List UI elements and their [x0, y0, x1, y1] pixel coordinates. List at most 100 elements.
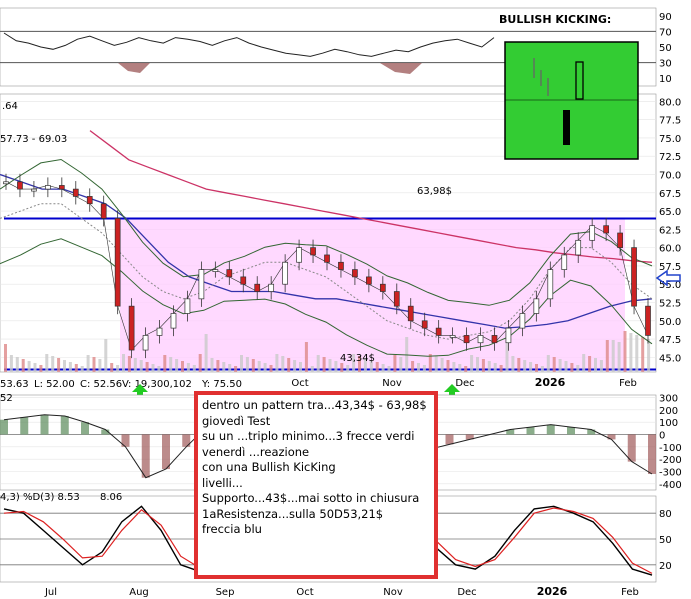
y-tick-label: 10	[659, 74, 672, 85]
volume-bar	[181, 361, 184, 372]
macd-bar	[627, 434, 636, 462]
bollinger-lower	[0, 238, 653, 357]
note-line: 1aResistenza...sulla 50D53,21$	[202, 506, 384, 521]
y-tick-label: 70.0	[659, 170, 681, 181]
volume-bar	[352, 354, 356, 372]
macd-bar	[40, 414, 49, 435]
candle-body	[561, 254, 568, 270]
candle-body	[240, 276, 247, 285]
macd-bar	[648, 434, 656, 474]
note-line: Supporto...43$...mai sotto in chiusura	[202, 491, 420, 505]
volume-bar	[411, 361, 415, 372]
inset-candle-black	[563, 110, 570, 145]
candle-body	[100, 203, 107, 219]
y-tick-label: 60.0	[659, 244, 681, 255]
volume-bar	[251, 359, 255, 372]
macd-bar	[465, 434, 474, 440]
candle-body	[45, 185, 51, 190]
candle-body	[324, 254, 330, 263]
x-tick-label: Jul	[44, 587, 57, 598]
x-tick-label: Aug	[129, 587, 149, 598]
y-tick-label: 100	[659, 418, 678, 429]
volume-bar	[216, 360, 220, 372]
volume-bar	[363, 358, 367, 372]
y-tick-label: 200	[659, 406, 678, 417]
macd-bar	[546, 424, 555, 435]
volume-bar	[582, 354, 586, 372]
volume-bar	[358, 356, 361, 372]
volume-bar	[470, 355, 474, 372]
y-tick-label: 62.5	[659, 225, 681, 236]
volume-bar	[169, 357, 173, 372]
annotation-resistance-label: 63,98$	[417, 186, 452, 197]
note-line: venerdì ...reazione	[202, 444, 310, 459]
volume-bar	[304, 342, 308, 372]
volume-bar	[133, 358, 137, 372]
candle-body	[86, 196, 93, 205]
macd-bar	[567, 427, 575, 435]
candle-body	[421, 320, 428, 329]
volume-bar	[523, 360, 527, 372]
x-tick-label: 2026	[537, 585, 568, 598]
oversold-area	[380, 63, 422, 74]
volume-bar	[68, 362, 72, 372]
candle-body	[31, 188, 37, 192]
x-tick-label: Nov	[382, 378, 402, 389]
candle-body	[379, 283, 386, 292]
x-tick-label: Oct	[296, 587, 313, 598]
volume-bar	[222, 362, 226, 372]
volume-bar	[98, 359, 102, 372]
volume-bar	[422, 365, 426, 372]
volume-bar	[310, 366, 314, 372]
macd-bar	[162, 434, 170, 470]
macd-bar	[60, 415, 69, 435]
macd-bar	[445, 434, 454, 445]
candle-body	[533, 298, 540, 314]
x-tick-label: Dec	[457, 587, 476, 598]
candle-body	[170, 313, 177, 329]
candle-body	[58, 185, 65, 190]
y-tick-label: 30	[659, 59, 672, 70]
candle-body	[463, 335, 470, 344]
y-tick-label: 0	[659, 430, 665, 441]
candle-body	[72, 188, 79, 197]
macd-bar	[506, 429, 515, 435]
volume-bar	[269, 365, 273, 372]
volume-bar	[641, 337, 645, 372]
candle-body	[212, 269, 219, 272]
y-tick-label: 65.0	[659, 207, 681, 218]
ma50-line	[0, 173, 653, 329]
volume-bar	[375, 362, 379, 372]
volume-bar	[387, 366, 391, 372]
volume-bar	[464, 366, 468, 372]
candle-body	[254, 283, 261, 292]
annotation-note: dentro un pattern tra...43,34$ - 63,98$ …	[194, 391, 438, 579]
volume-bar	[210, 358, 214, 372]
volume-bar	[540, 366, 544, 372]
volume-bar	[275, 354, 279, 372]
y-tick-label: -400	[659, 480, 682, 491]
status-value: 53.63	[0, 379, 29, 390]
y-tick-label: 52.5	[659, 299, 681, 310]
volume-bar	[322, 357, 326, 372]
candle-body	[645, 305, 651, 336]
volume-bar	[4, 344, 7, 372]
candle-body	[3, 181, 9, 185]
candle-body	[282, 261, 288, 285]
volume-bar	[228, 364, 232, 372]
x-tick-label: Oct	[291, 378, 308, 389]
volume-bar	[588, 356, 592, 372]
candle-body	[631, 247, 637, 307]
y-tick-label: 80	[659, 509, 672, 520]
volume-bar	[381, 364, 385, 372]
y-tick-label: 20	[659, 561, 672, 572]
volume-bar	[39, 365, 43, 372]
volume-bar	[198, 354, 202, 372]
volume-bar	[393, 355, 397, 372]
candle-body	[617, 232, 623, 248]
candle-body	[128, 305, 135, 351]
volume-bar	[122, 354, 125, 372]
volume-bar	[428, 354, 432, 372]
note-line: livelli...	[202, 475, 243, 490]
